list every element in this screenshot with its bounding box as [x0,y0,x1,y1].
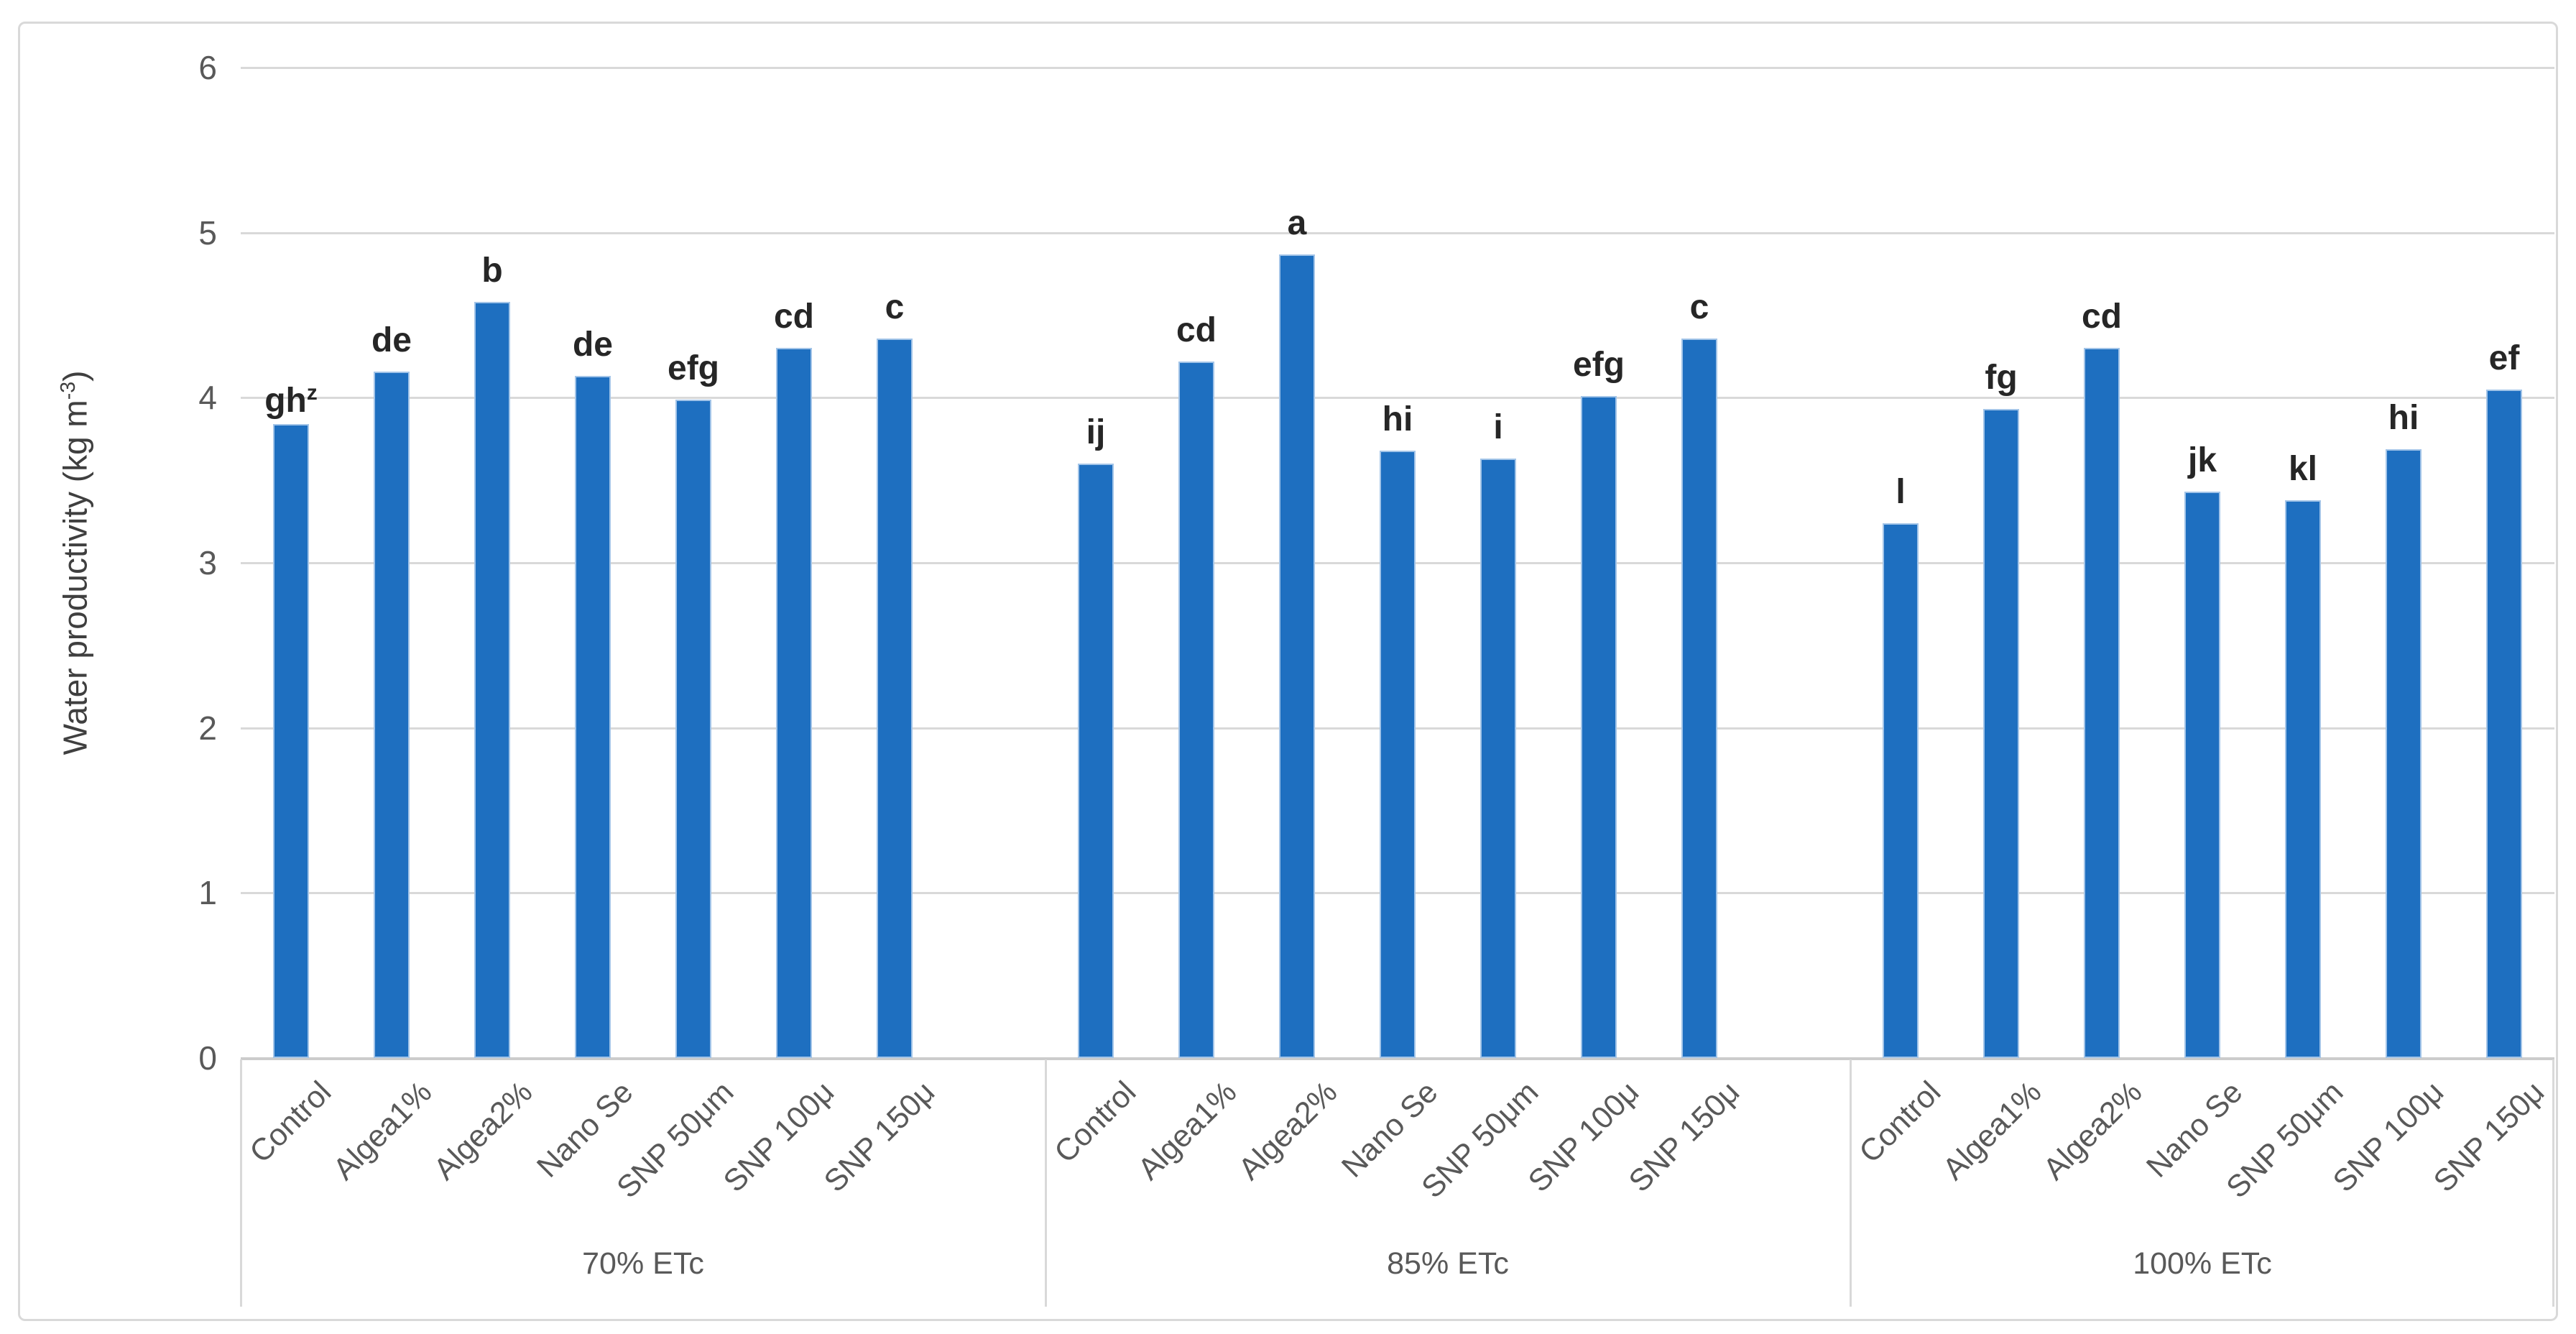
significance-letter: de [514,324,672,366]
bar [2386,448,2422,1058]
gridline [241,231,2554,234]
group-label: 85% ETc [1387,1246,1509,1281]
significance-letter: jk [2123,440,2281,482]
significance-letter: cd [715,296,873,338]
significance-letter-text: cd [773,298,814,336]
significance-letter: b [413,250,571,292]
y-axis-title: Water productivity (kg m-3) [47,60,94,1066]
bar [2184,492,2220,1058]
bar [675,399,711,1058]
y-axis-title-superscript: -3 [57,381,80,400]
y-tick-label: 1 [198,874,217,912]
significance-letter: ij [1017,412,1175,454]
bar [1983,409,2019,1058]
significance-letter-text: kl [2288,449,2318,488]
significance-letter: kl [2224,448,2382,490]
significance-letter: cd [2023,296,2181,338]
significance-letter-text: efg [668,349,719,387]
significance-letter-text: c [1689,288,1709,326]
significance-letter-text: b [481,252,503,290]
group-label: 70% ETc [582,1246,704,1281]
bar [2084,348,2120,1058]
gridline [241,397,2554,400]
bar [776,348,812,1058]
bar [2285,500,2321,1058]
significance-letter-superscript: z [306,381,318,405]
category-separator [2552,1059,2554,1307]
significance-letter: l [1822,472,1980,513]
y-tick-label: 3 [198,544,217,581]
y-tick-label: 4 [198,379,217,417]
significance-letter-text: de [572,326,613,364]
significance-letter-text: gh [264,382,307,420]
significance-letter-text: efg [1573,346,1625,385]
significance-letter-text: a [1287,203,1307,242]
significance-letter-text: ef [2488,339,2520,377]
bar [1883,523,1919,1058]
significance-letter-text: fg [1985,359,2018,397]
y-tick-label: 6 [198,49,217,86]
bar [1279,254,1315,1058]
bar [877,338,913,1058]
significance-letter: cd [1117,310,1275,351]
significance-letter: efg [1520,344,1678,386]
y-tick-label: 2 [198,709,217,747]
significance-letter-text: l [1896,472,1906,511]
bar [1581,396,1617,1058]
bar [273,424,309,1058]
significance-letter-text: hi [2388,398,2419,437]
bar [1380,450,1416,1058]
category-separator [240,1059,242,1307]
significance-letter-text: jk [2187,441,2217,480]
significance-letter: hi [1319,399,1477,441]
significance-letter: i [1419,407,1577,448]
bar [1681,338,1717,1058]
significance-letter: ef [2425,338,2576,380]
bar [2486,389,2522,1058]
significance-letter: c [816,287,974,328]
significance-letter: c [1620,287,1778,328]
significance-letter-text: de [371,321,412,359]
bar [1480,459,1516,1058]
gridline [241,67,2554,69]
significance-letter: hi [2325,397,2483,439]
bar [1078,464,1114,1058]
y-tick-label: 5 [198,213,217,252]
significance-letter-text: c [885,288,905,326]
significance-letter-text: i [1493,408,1503,447]
x-axis-line [241,1057,2554,1060]
significance-letter-text: cd [2081,298,2122,336]
significance-letter: ghz [212,372,370,420]
significance-letter: efg [614,348,772,390]
significance-letter-text: ij [1086,413,1106,452]
category-separator [1850,1059,1852,1307]
significance-letter: a [1218,203,1376,244]
bar [474,302,510,1058]
significance-letter-text: cd [1176,310,1217,349]
category-separator [1045,1059,1047,1307]
significance-letter: fg [1922,357,2080,399]
bar [374,371,410,1058]
y-axis-title-close: ) [56,370,94,382]
significance-letter-text: hi [1382,400,1413,438]
group-label: 100% ETc [2133,1246,2272,1281]
significance-letter: de [313,320,471,362]
y-tick-label: 0 [198,1039,217,1077]
bar [1178,361,1214,1058]
y-axis-title-text: Water productivity (kg m [56,400,94,755]
bar [575,376,611,1058]
